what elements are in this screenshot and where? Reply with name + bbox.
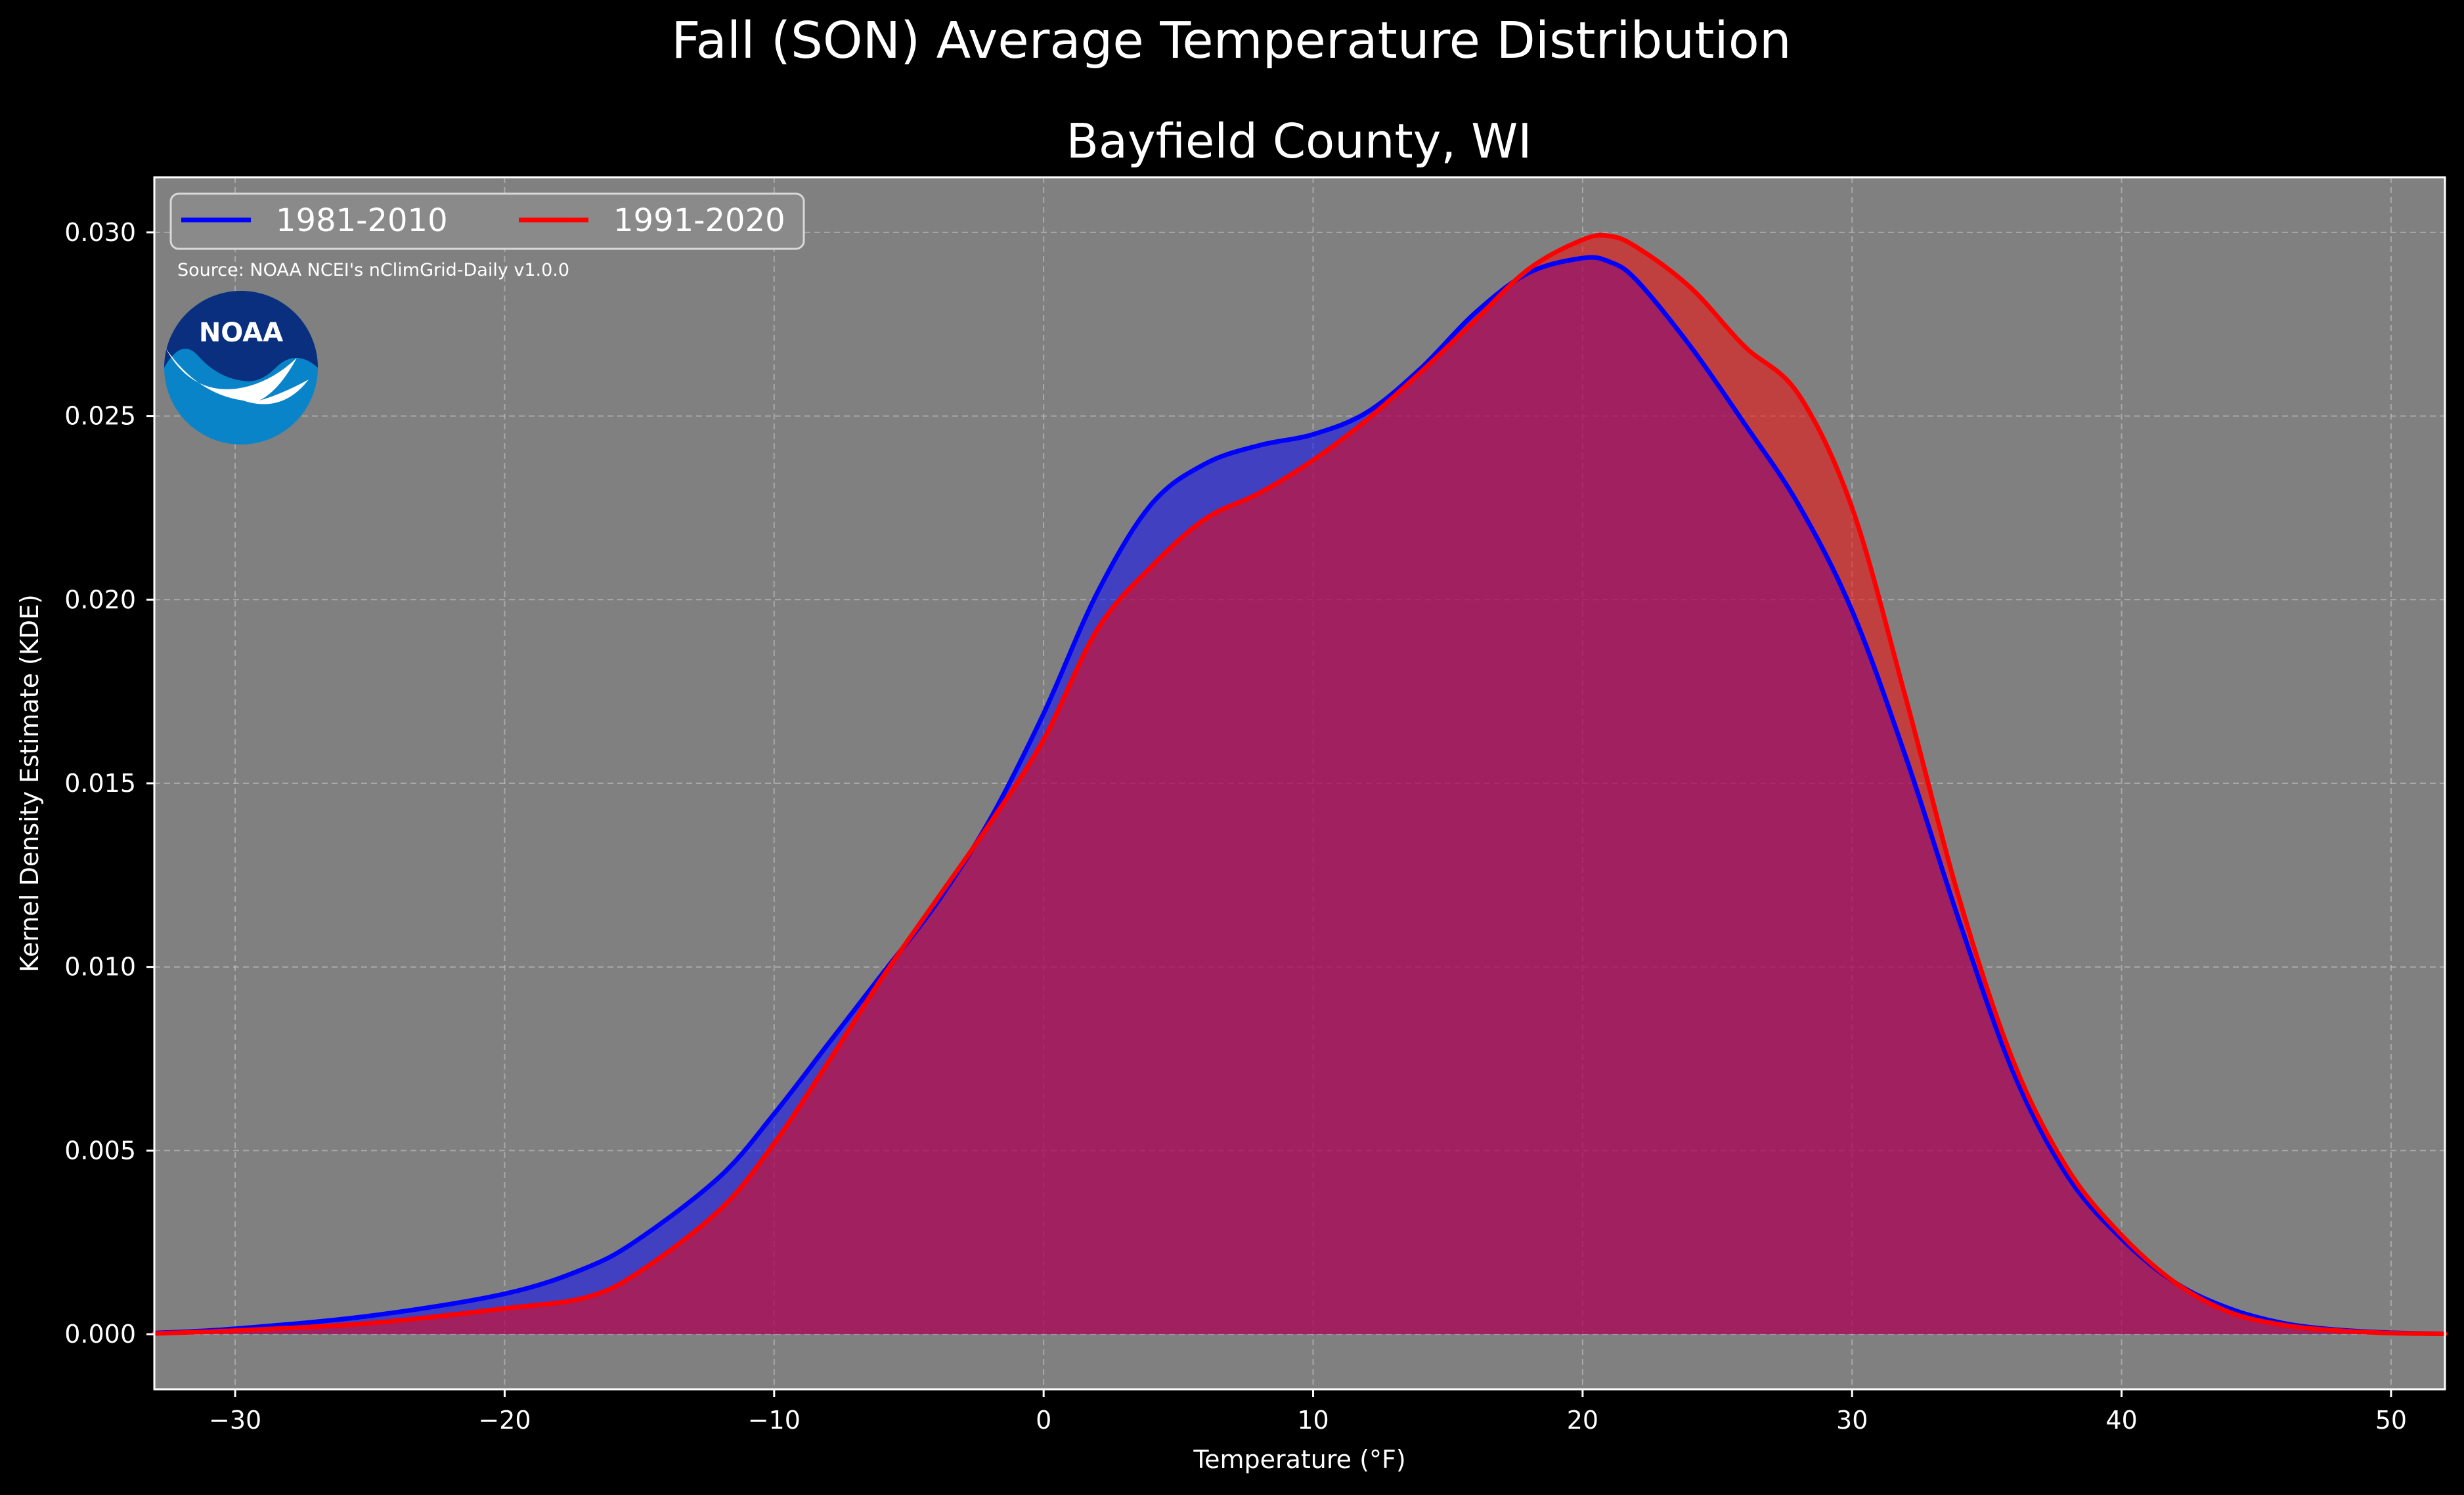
noaa-logo-upper — [164, 291, 318, 381]
series-layer — [152, 232, 2448, 1336]
y-tick-label: 0.025 — [64, 402, 136, 431]
x-tick-label: 0 — [1036, 1406, 1051, 1435]
y-tick-label: 0.030 — [64, 218, 136, 247]
plot-area — [152, 176, 2448, 1391]
y-tick-label: 0.000 — [64, 1320, 136, 1349]
legend-label-1981-2010: 1981-2010 — [276, 202, 448, 239]
x-tick-label: 10 — [1297, 1406, 1329, 1435]
x-tick-label: 50 — [2375, 1406, 2407, 1435]
chart-subtitle: Bayfield County, WI — [1067, 114, 1532, 169]
axes: −30 −20 −10 0 10 20 30 40 50 0.000 0.005 0.010 0.015… — [64, 218, 2407, 1435]
legend-label-1991-2020: 1991-2020 — [613, 202, 785, 239]
noaa-logo: NOAA — [164, 291, 318, 444]
chart-title: Fall (SON) Average Temperature Distribut… — [671, 12, 1791, 70]
source-note: Source: NOAA NCEI's nClimGrid-Daily v1.0… — [177, 260, 569, 280]
x-tick-label: −10 — [748, 1406, 801, 1435]
legend-box — [169, 192, 805, 250]
x-tick-label: 20 — [1567, 1406, 1598, 1435]
y-tick-label: 0.010 — [64, 953, 136, 982]
x-tick-label: −20 — [478, 1406, 531, 1435]
y-tick-label: 0.005 — [64, 1136, 136, 1165]
series-line-1991-2020 — [152, 232, 2448, 1336]
noaa-logo-text: NOAA — [199, 318, 283, 348]
x-tick-label: 40 — [2105, 1406, 2137, 1435]
area-fill-1991-2020 — [154, 235, 2445, 1335]
y-axis-label: Kernel Density Estimate (KDE) — [15, 594, 44, 972]
x-tick-label: 30 — [1836, 1406, 1868, 1435]
y-tick-label: 0.015 — [64, 769, 136, 798]
x-axis-label: Temperature (°F) — [1193, 1445, 1405, 1474]
noaa-logo-gull — [165, 348, 309, 404]
series-line-1981-2010 — [152, 255, 2448, 1336]
x-tick-label: −30 — [209, 1406, 261, 1435]
legend: 1981-2010 1991-2020 — [169, 192, 805, 250]
y-tick-label: 0.020 — [64, 585, 136, 614]
